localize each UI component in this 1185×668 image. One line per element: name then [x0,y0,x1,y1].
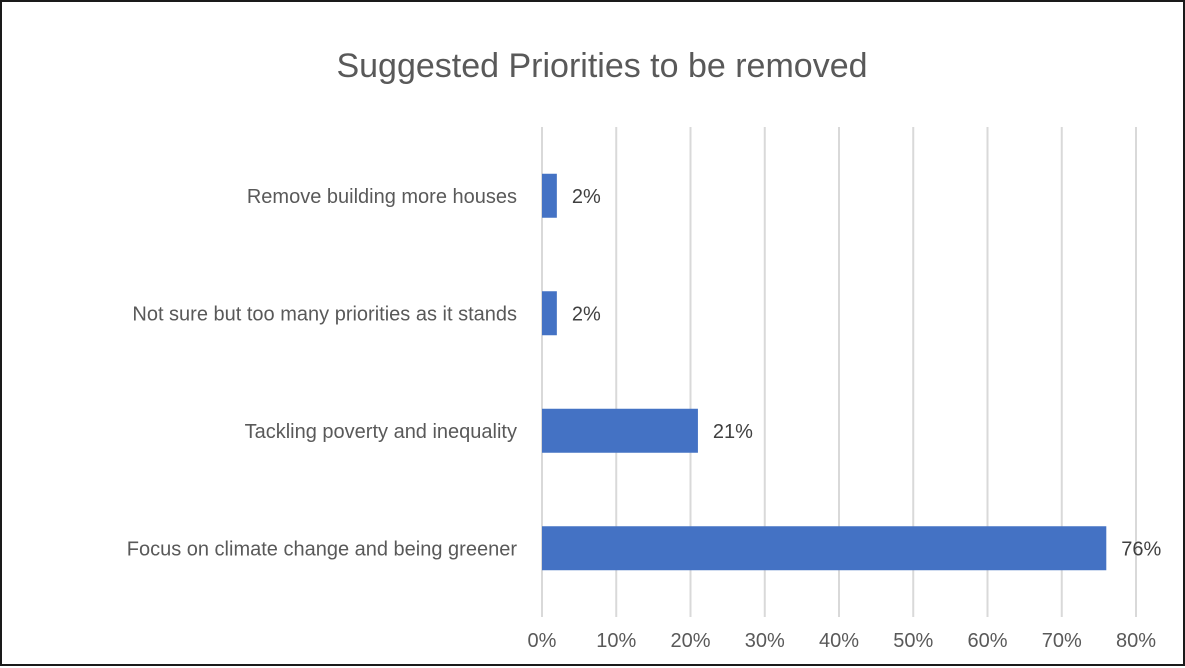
category-label-4: Focus on climate change and being greene… [127,538,518,560]
bars [542,173,1107,571]
data-labels: 2% 2% 21% 76% [572,186,1162,561]
x-tick-label-0: 0% [528,630,557,652]
x-tick-label-60: 60% [967,630,1007,652]
data-label-3: 21% [713,421,753,443]
x-tick-label-30: 30% [745,630,785,652]
bar-2 [542,291,557,336]
x-tick-label-80: 80% [1116,630,1156,652]
x-tick-label-10: 10% [596,630,636,652]
bar-1 [542,173,557,218]
category-label-2: Not sure but too many priorities as it s… [132,303,517,325]
bar-4 [542,526,1107,571]
category-labels: Remove building more houses Not sure but … [127,186,518,561]
x-tick-label-40: 40% [819,630,859,652]
category-label-1: Remove building more houses [247,186,517,208]
data-label-2: 2% [572,303,601,325]
gridlines [541,127,1137,617]
category-label-3: Tackling poverty and inequality [245,421,517,443]
data-label-1: 2% [572,186,601,208]
x-axis-tick-labels: 0% 10% 20% 30% 40% 50% 60% 70% 80% [528,630,1157,652]
x-tick-label-20: 20% [670,630,710,652]
bar-3 [542,408,698,453]
x-tick-label-50: 50% [893,630,933,652]
chart-title: Suggested Priorities to be removed [336,47,867,85]
x-tick-label-70: 70% [1042,630,1082,652]
data-label-4: 76% [1121,538,1161,560]
